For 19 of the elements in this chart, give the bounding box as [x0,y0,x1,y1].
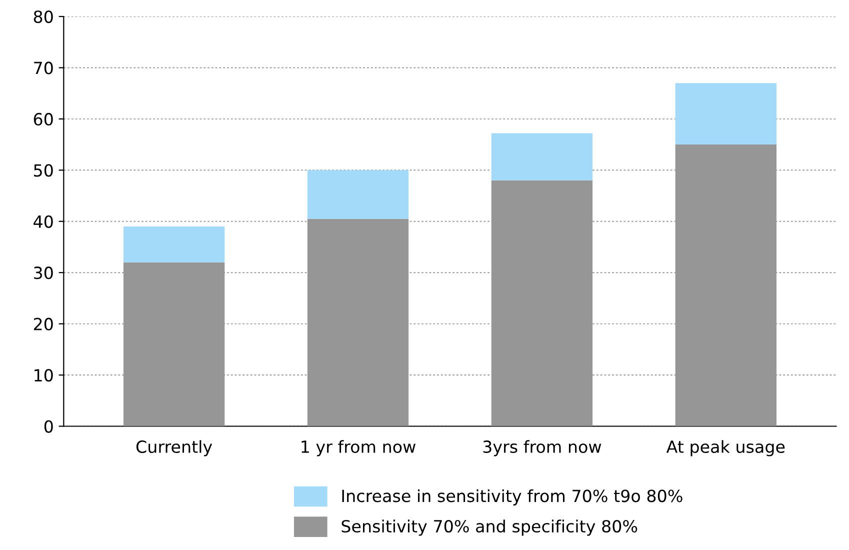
y-tick-label: 30 [34,266,53,280]
x-tick-label: 3yrs from now [483,440,602,456]
y-tick-label: 0 [44,420,53,433]
y-tick-label: 10 [34,368,53,382]
x-tick-label: Currently [136,440,212,456]
y-tick-label: 70 [34,62,53,74]
y-tick-label: 40 [34,215,53,228]
y-tick-label: 20 [34,318,53,330]
bar [307,170,409,219]
bar [491,133,593,180]
legend-label: Sensitivity 70% and specificity 80% [342,520,638,536]
y-tick-label: 50 [34,164,53,177]
bar [123,226,225,262]
legend-label: Increase in sensitivity from 70% t9o 80% [342,489,682,506]
bar [675,83,776,145]
x-tick-label: At peak usage [666,440,785,456]
y-tick-label: 60 [34,112,53,126]
x-tick-label: 1 yr from now [302,440,416,456]
y-tick-label: 80 [34,10,53,24]
